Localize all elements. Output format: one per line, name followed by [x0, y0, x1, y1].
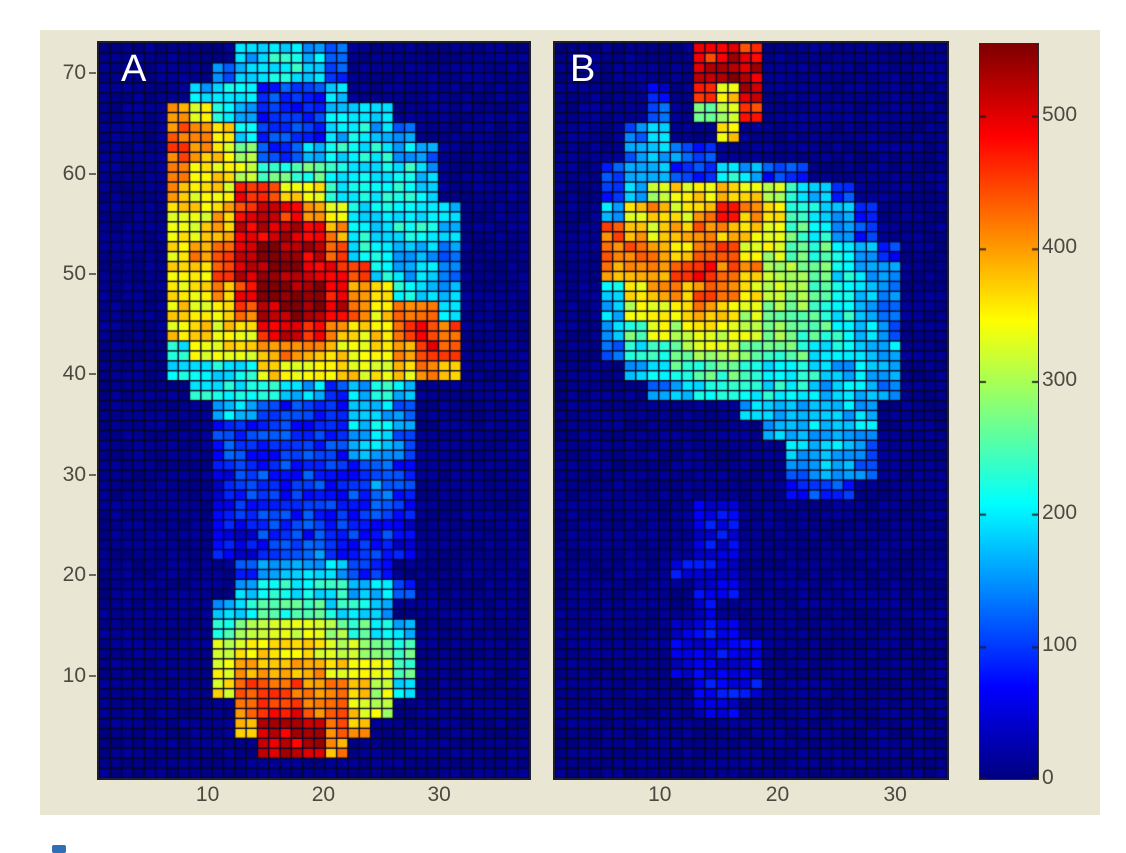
panel-a-y-tick-mark — [89, 574, 96, 577]
panel-a-y-tick-label: 40 — [62, 362, 86, 386]
panel-a-x-tick-label: 10 — [195, 783, 220, 806]
panel-a-y-tick-label: 70 — [62, 61, 86, 85]
panel-a-y-tick-mark — [89, 473, 96, 476]
panel-a-y-tick-mark — [89, 172, 96, 175]
cropped-caption-mark — [52, 845, 66, 853]
colorbar — [979, 43, 1039, 780]
panel-b-label: B — [570, 48, 596, 90]
colorbar-tick-label: 400 — [1042, 235, 1078, 259]
colorbar-tick-label: 0 — [1042, 766, 1054, 789]
panel-a-y-tick-label: 20 — [62, 563, 86, 587]
colorbar-tick-label: 500 — [1042, 102, 1078, 126]
colorbar-tick-label: 100 — [1042, 633, 1078, 657]
panel-a-y-tick-label: 10 — [62, 663, 86, 687]
panel-b-x-tick-label: 30 — [883, 783, 907, 806]
panel-a-y-tick-mark — [89, 674, 96, 677]
panel-a-y-tick-mark — [89, 272, 96, 275]
panel-a-y-tick-label: 50 — [62, 261, 86, 285]
panel-a-x-tick-label: 20 — [311, 783, 336, 806]
panel-a-x-tick-label: 30 — [427, 783, 451, 806]
colorbar-tick-label: 200 — [1042, 500, 1078, 524]
panel-b-x-tick-label: 20 — [765, 783, 790, 806]
pressure-heatmap-panel-b — [553, 41, 949, 780]
colorbar-tick-label: 300 — [1042, 367, 1078, 391]
panel-a-label: A — [121, 48, 147, 90]
panel-b-x-tick-label: 10 — [648, 783, 672, 806]
pressure-heatmap-panel-a — [97, 41, 531, 780]
panel-a-y-tick-label: 60 — [62, 161, 86, 185]
panel-a-y-tick-label: 30 — [62, 462, 86, 486]
panel-a-y-tick-mark — [89, 72, 96, 75]
panel-a-y-tick-mark — [89, 373, 96, 376]
